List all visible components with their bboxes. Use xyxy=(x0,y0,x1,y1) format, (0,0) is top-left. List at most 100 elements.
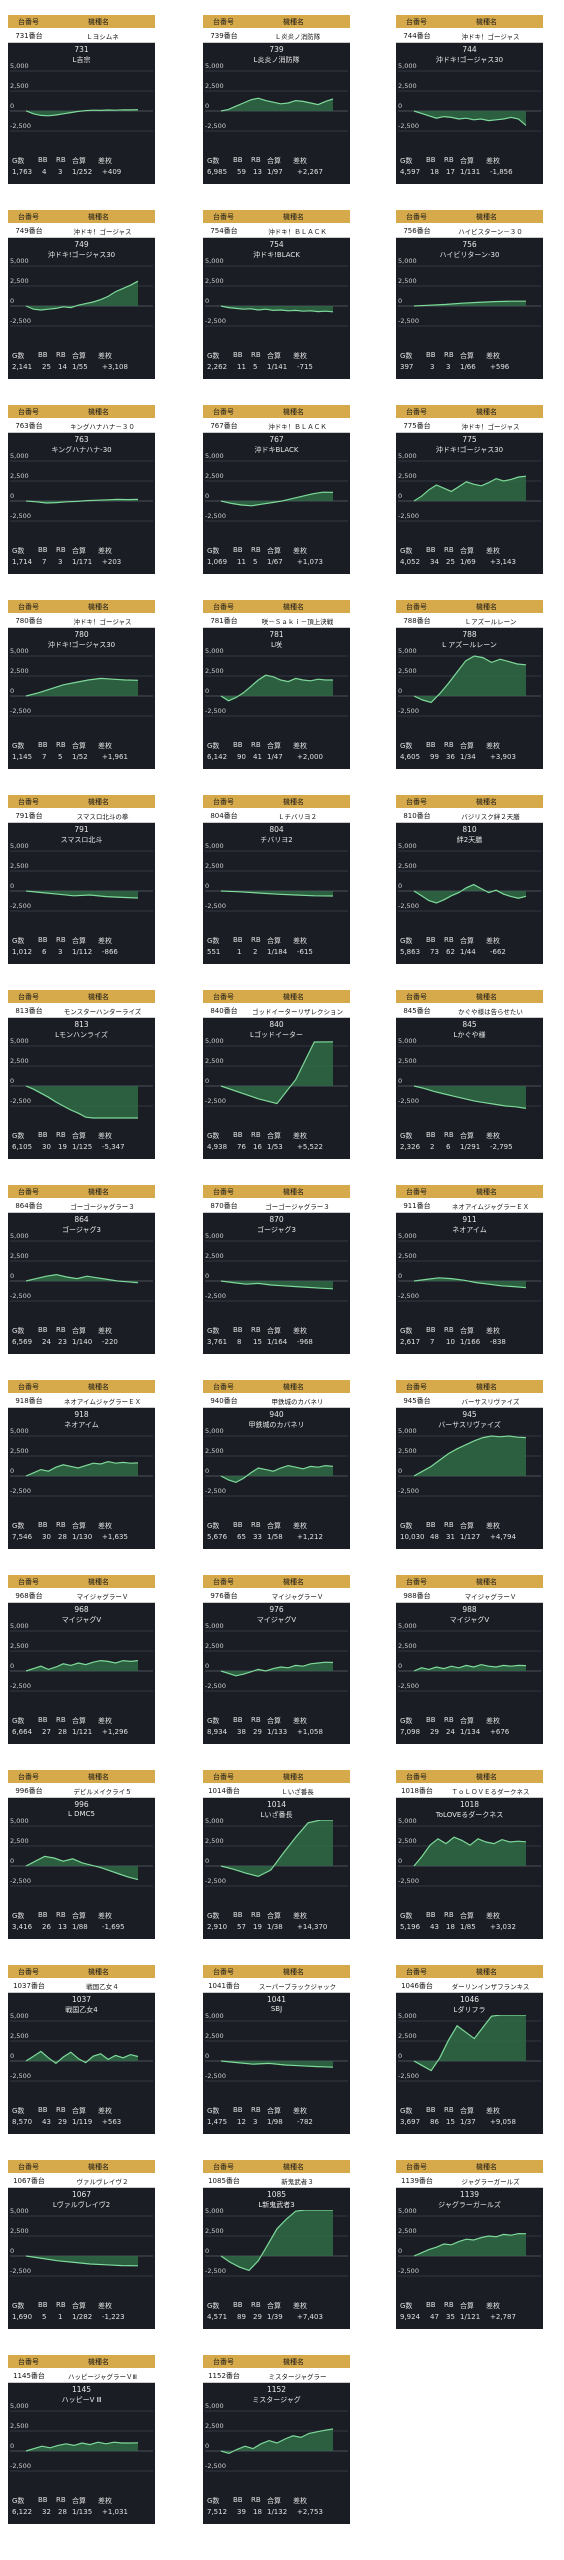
stat-value: 1/164 xyxy=(267,1338,288,1346)
machine-card[interactable]: 台番号 機種名 840番台 ゴッドイーターリザレクション 840 Lゴッドイーター 5,00… xyxy=(203,990,350,1159)
machine-card[interactable]: 台番号 機種名 744番台 沖ドキ！ゴージャス 744 沖ドキ!ゴージャス30 5,000 2… xyxy=(396,15,543,184)
header-label-kishu: 機種名 xyxy=(88,798,109,806)
stat-label: BB xyxy=(38,741,48,749)
stat-label: 差枚 xyxy=(293,2302,307,2310)
machine-card[interactable]: 台番号 機種名 780番台 沖ドキ！ゴージャス 780 沖ドキ!ゴージャス30 5,000 2… xyxy=(8,600,155,769)
machine-card[interactable]: 台番号 機種名 749番台 沖ドキ！ゴージャス 749 沖ドキ!ゴージャス30 5,000 2… xyxy=(8,210,155,379)
card-name-row: 911番台 ネオアイムジャグラーＥＸ xyxy=(396,1198,543,1213)
stat-label: G数 xyxy=(400,157,413,165)
card-header: 台番号 機種名 xyxy=(396,1770,543,1783)
machine-card[interactable]: 台番号 機種名 754番台 沖ドキ！ＢＬＡＣＫ 754 沖ドキ!BLACK 5,000 2,5… xyxy=(203,210,350,379)
card-name-row: 918番台 ネオアイムジャグラーＥＸ xyxy=(8,1393,155,1408)
machine-card[interactable]: 台番号 機種名 810番台 バジリスク絆２天膳 810 絆2天膳 5,000 2,500 0 -2… xyxy=(396,795,543,964)
header-label-dai: 台番号 xyxy=(18,993,39,1001)
stat-value: 8,934 xyxy=(207,1728,228,1736)
card-header: 台番号 機種名 xyxy=(203,2160,350,2173)
machine-card[interactable]: 台番号 機種名 1037番台 戦国乙女４ 1037 戦国乙女4 5,000 2,500 0 -2,… xyxy=(8,1965,155,2134)
machine-number: 1041番台 xyxy=(208,1982,240,1990)
stat-label: RB xyxy=(56,351,66,359)
chart-area xyxy=(414,2015,526,2071)
stat-label: 合算 xyxy=(72,1522,86,1530)
stat-label: 差枚 xyxy=(293,2107,307,2115)
card-header: 台番号 機種名 xyxy=(203,2355,350,2368)
card-name-row: 781番台 咲－Ｓａｋｉ－頂上決戦 xyxy=(203,613,350,628)
machine-name: 戦国乙女４ xyxy=(86,1983,119,1991)
header-label-dai: 台番号 xyxy=(406,603,427,611)
stat-label: 合算 xyxy=(267,547,281,555)
axis-tick-label: 0 xyxy=(205,687,210,695)
card-header: 台番号 機種名 xyxy=(8,600,155,613)
chart-area xyxy=(414,1086,526,1109)
stat-value: 2,326 xyxy=(400,1143,421,1151)
machine-card[interactable]: 台番号 機種名 1014番台 Ｌいざ番長 1014 Lいざ番長 5,000 2,500 0 -2,… xyxy=(203,1770,350,1939)
header-label-dai: 台番号 xyxy=(406,408,427,416)
machine-card[interactable]: 台番号 機種名 945番台 バーサスリヴァイズ 945 バーサスリヴァイズ 5,000 2,5… xyxy=(396,1380,543,1549)
axis-tick-label: 2,500 xyxy=(10,1447,29,1455)
axis-tick-label: 0 xyxy=(10,297,15,305)
machine-card[interactable]: 台番号 機種名 813番台 モンスターハンターライズ 813 Lモンハンライズ 5,000 2… xyxy=(8,990,155,1159)
card-name-row: 1139番台 ジャグラーガールズ xyxy=(396,2173,543,2188)
header-label-kishu: 機種名 xyxy=(476,798,497,806)
machine-card[interactable]: 台番号 機種名 870番台 ゴーゴージャグラー３ 870 ゴージャグ3 5,000 2,500… xyxy=(203,1185,350,1354)
axis-tick-label: 0 xyxy=(398,1272,403,1280)
machine-card[interactable]: 台番号 機種名 1145番台 ハッピージャグラーＶⅢ 1145 ハッピーV Ⅲ 5,000 2… xyxy=(8,2355,155,2524)
stat-label: BB xyxy=(233,156,243,164)
stat-value: 1/282 xyxy=(72,2313,93,2321)
machine-card[interactable]: 台番号 機種名 1018番台 ＴｏＬＯＶＥるダークネス 1018 ToLOVEるダークネス… xyxy=(396,1770,543,1939)
card-header: 台番号 機種名 xyxy=(8,405,155,418)
machine-name: 新鬼武者３ xyxy=(281,2178,314,2186)
chart-area xyxy=(26,2256,138,2266)
machine-card[interactable]: 台番号 機種名 781番台 咲－Ｓａｋｉ－頂上決戦 781 L咲 5,000 2,500 0 -2… xyxy=(203,600,350,769)
machine-card[interactable]: 台番号 機種名 918番台 ネオアイムジャグラーＥＸ 918 ネオアイム 5,000 2,50… xyxy=(8,1380,155,1549)
machine-card[interactable]: 台番号 機種名 1041番台 スーパーブラックジャック 1041 SBJ 5,000 2,50… xyxy=(203,1965,350,2134)
machine-card[interactable]: 台番号 機種名 1152番台 ミスタージャグラー 1152 ミスタージャグ 5,000 2,5… xyxy=(203,2355,350,2524)
machine-card[interactable]: 台番号 機種名 845番台 かぐや様は告らせたい 845 Lかぐや様 5,000 2,500 0… xyxy=(396,990,543,1159)
machine-card[interactable]: 台番号 機種名 864番台 ゴーゴージャグラー３ 864 ゴージャグ3 5,000 2,500… xyxy=(8,1185,155,1354)
axis-tick-label: -2,500 xyxy=(10,1097,31,1105)
chart-title-name: ハイビリターン-30 xyxy=(439,251,500,259)
machine-card[interactable]: 台番号 機種名 731番台 Ｌヨシムネ 731 L吉宗 5,000 2,500 0 -2,500 G… xyxy=(8,15,155,184)
machine-card[interactable]: 台番号 機種名 739番台 Ｌ炎炎ノ消防隊 739 L炎炎ノ消防隊 5,000 2,500 0 -… xyxy=(203,15,350,184)
card-name-row: 749番台 沖ドキ！ゴージャス xyxy=(8,223,155,238)
machine-name: 沖ドキ！ＢＬＡＣＫ xyxy=(268,228,327,236)
header-label-dai: 台番号 xyxy=(406,18,427,26)
card-header: 台番号 機種名 xyxy=(203,1575,350,1588)
card-header: 台番号 機種名 xyxy=(8,1965,155,1978)
stat-label: G数 xyxy=(207,1522,220,1530)
machine-card[interactable]: 台番号 機種名 1085番台 新鬼武者３ 1085 L新鬼武者3 5,000 2,500 0 -2… xyxy=(203,2160,350,2329)
stat-value: 24 xyxy=(42,1338,51,1346)
machine-card[interactable]: 台番号 機種名 763番台 キングハナハナ－３０ 763 キングハナハナ-30 5,000 2… xyxy=(8,405,155,574)
chart-area xyxy=(221,1041,333,1104)
machine-name: デビルメイクライ５ xyxy=(73,1788,132,1796)
machine-card[interactable]: 台番号 機種名 788番台 Ｌアズールレーン 788 L アズールレーン 5,000 2,50… xyxy=(396,600,543,769)
stat-value: 5 xyxy=(253,558,258,566)
machine-card[interactable]: 台番号 機種名 804番台 Ｌチバリヨ２ 804 チバリヨ2 5,000 2,500 0 -2,5… xyxy=(203,795,350,964)
header-label-dai: 台番号 xyxy=(406,798,427,806)
axis-tick-label: 0 xyxy=(398,1077,403,1085)
machine-card[interactable]: 台番号 機種名 756番台 ハイビスターン－３０ 756 ハイビリターン-30 5,000 2… xyxy=(396,210,543,379)
card-header: 台番号 機種名 xyxy=(8,15,155,28)
stat-label: G数 xyxy=(12,1132,25,1140)
stat-value: 1,714 xyxy=(12,558,33,566)
card-header: 台番号 機種名 xyxy=(8,2355,155,2368)
machine-card[interactable]: 台番号 機種名 1067番台 ヴァルヴレイヴ２ 1067 Lヴァルヴレイヴ2 5,000 2,… xyxy=(8,2160,155,2329)
machine-card[interactable]: 台番号 機種名 988番台 マイジャグラーＶ 988 マイジャグV 5,000 2,500 0 -… xyxy=(396,1575,543,1744)
axis-tick-label: 2,500 xyxy=(398,277,417,285)
stat-value: +2,787 xyxy=(490,2313,516,2321)
card-header: 台番号 機種名 xyxy=(8,795,155,808)
machine-card[interactable]: 台番号 機種名 791番台 スマスロ北斗の拳 791 スマスロ北斗 5,000 2,500 0 -… xyxy=(8,795,155,964)
machine-card[interactable]: 台番号 機種名 1139番台 ジャグラーガールズ 1139 ジャグラーガールズ 5,000 2… xyxy=(396,2160,543,2329)
machine-card[interactable]: 台番号 機種名 775番台 沖ドキ！ゴージャス 775 沖ドキ!ゴージャス30 5,000 2… xyxy=(396,405,543,574)
chart-title-name: マイジャグV xyxy=(449,1616,490,1624)
machine-card[interactable]: 台番号 機種名 976番台 マイジャグラーＶ 976 マイジャグV 5,000 2,500 0 -… xyxy=(203,1575,350,1744)
machine-card[interactable]: 台番号 機種名 1046番台 ダーリンインザフランキス 1046 Lダリフラ 5,000 2,… xyxy=(396,1965,543,2134)
stat-label: RB xyxy=(56,2496,66,2504)
machine-card[interactable]: 台番号 機種名 767番台 沖ドキ！ＢＬＡＣＫ 767 沖ドキBLACK 5,000 2,50… xyxy=(203,405,350,574)
stat-value: 39 xyxy=(237,2508,246,2516)
machine-card[interactable]: 台番号 機種名 911番台 ネオアイムジャグラーＥＸ 911 ネオアイム 5,000 2,50… xyxy=(396,1185,543,1354)
axis-tick-label: -2,500 xyxy=(10,1487,31,1495)
stat-value: 1/166 xyxy=(460,1338,481,1346)
machine-card[interactable]: 台番号 機種名 996番台 デビルメイクライ５ 996 L DMC5 5,000 2,500 0… xyxy=(8,1770,155,1939)
machine-card[interactable]: 台番号 機種名 940番台 甲鉄城のカバネリ 940 甲鉄城のカバネリ 5,000 2,500… xyxy=(203,1380,350,1549)
machine-card[interactable]: 台番号 機種名 968番台 マイジャグラーＶ 968 マイジャグV 5,000 2,500 0 -… xyxy=(8,1575,155,1744)
